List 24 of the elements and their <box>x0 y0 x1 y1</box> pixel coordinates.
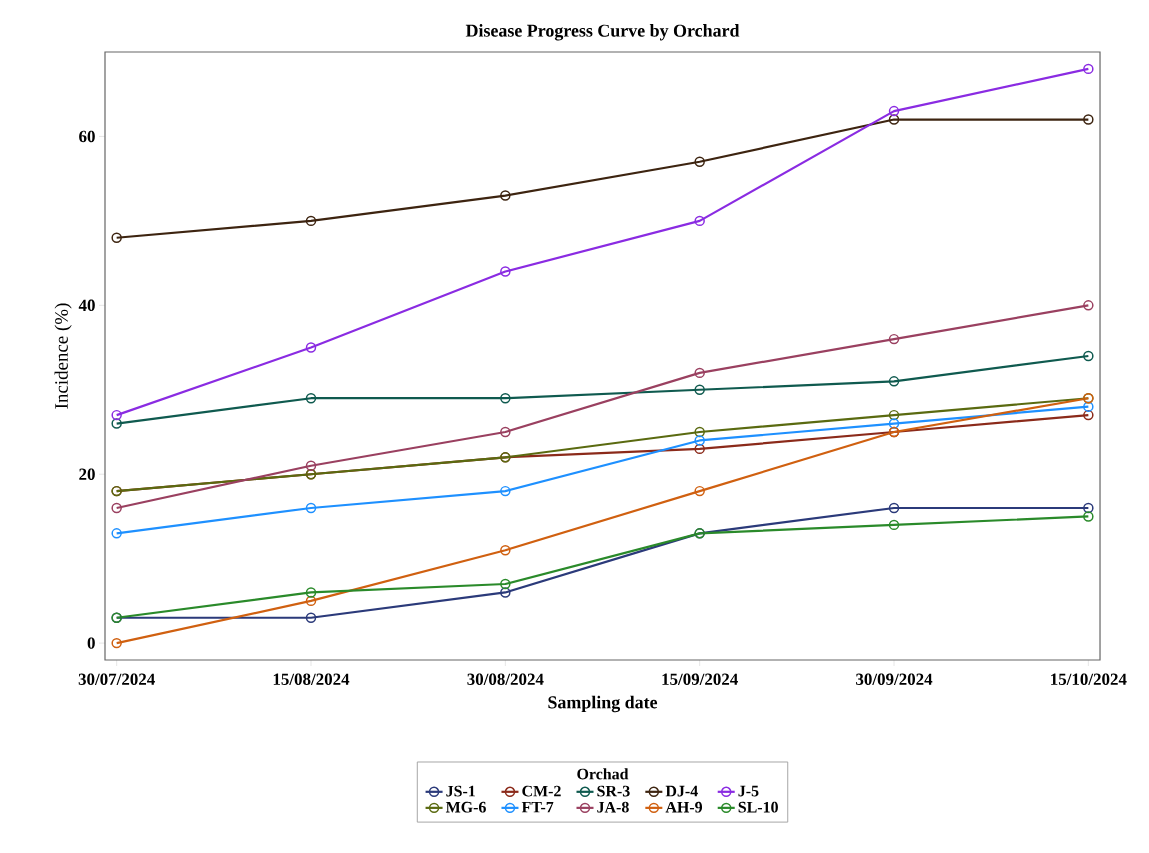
legend-label: JA-8 <box>597 801 629 813</box>
x-tick-label: 15/09/2024 <box>662 673 738 685</box>
legend-title: Orchad <box>577 768 629 780</box>
legend-label: JS-1 <box>446 785 475 797</box>
x-tick-label: 15/08/2024 <box>273 673 350 685</box>
x-axis-title: Sampling date <box>548 695 658 713</box>
y-axis-title: Incidence (%) <box>54 303 72 409</box>
y-tick-label: 60 <box>79 130 95 143</box>
legend-label: DJ-4 <box>665 785 698 797</box>
y-tick-label: 20 <box>79 468 95 480</box>
legend-label: AH-9 <box>665 801 703 813</box>
y-tick-label: 0 <box>87 637 95 649</box>
x-tick-label: 30/08/2024 <box>467 673 544 685</box>
legend-label: J-5 <box>738 785 759 797</box>
legend-label: CM-2 <box>522 785 561 797</box>
legend-label: MG-6 <box>445 801 486 813</box>
legend-label: FT-7 <box>521 801 554 813</box>
x-tick-label: 15/10/2024 <box>1051 673 1127 685</box>
legend-label: SL-10 <box>738 801 778 813</box>
x-tick-label: 30/09/2024 <box>856 673 933 685</box>
legend-label: SR-3 <box>597 785 630 797</box>
y-tick-label: 40 <box>78 299 95 312</box>
x-tick-label: 30/07/2024 <box>78 673 155 685</box>
chart-title: Disease Progress Curve by Orchard <box>465 24 740 41</box>
